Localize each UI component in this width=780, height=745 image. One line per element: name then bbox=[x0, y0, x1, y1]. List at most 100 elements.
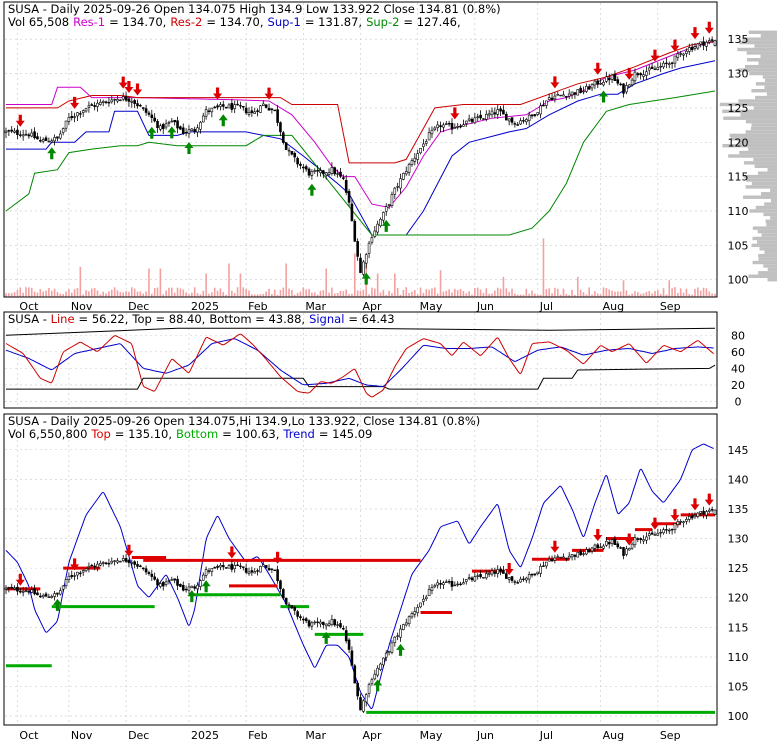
price-up-arrow bbox=[184, 142, 194, 155]
trend-candle-body bbox=[176, 578, 179, 586]
volume-bar bbox=[659, 293, 662, 297]
price-candle-body bbox=[696, 43, 700, 49]
oscillator-panel: 0 20 40 60 80 SUSA - Line = 56.22, Top = 88.40… bbox=[3, 311, 745, 409]
trend-candle-body bbox=[196, 584, 199, 590]
price-candle-body bbox=[467, 118, 471, 121]
trend-candle-body bbox=[167, 580, 171, 582]
volume-bar bbox=[311, 292, 313, 297]
volume-bar bbox=[328, 292, 330, 297]
price-candle-body bbox=[201, 115, 205, 123]
price-candle-body bbox=[542, 104, 545, 107]
volume-bar bbox=[419, 287, 422, 297]
volume-bar bbox=[373, 288, 376, 297]
volume-profile-bar bbox=[745, 119, 777, 124]
price-candle-body bbox=[127, 98, 131, 102]
volume-profile-bar bbox=[745, 130, 777, 134]
trend-candle-body bbox=[447, 581, 451, 583]
trend-y-tick: 105 bbox=[728, 680, 749, 693]
price-candle-body bbox=[430, 129, 434, 135]
price-candle-body bbox=[364, 254, 368, 264]
oscillator-y-tick: 80 bbox=[731, 329, 745, 342]
price-candle-body bbox=[16, 129, 19, 135]
volume-profile-bar bbox=[752, 260, 777, 265]
trend-candle-body bbox=[27, 591, 31, 593]
price-down-arrow bbox=[704, 21, 714, 34]
trend-candle-body bbox=[602, 545, 605, 549]
volume-bar bbox=[256, 294, 259, 297]
volume-bar bbox=[288, 288, 290, 297]
volume-profile-bar bbox=[743, 161, 777, 165]
price-candle-body bbox=[627, 84, 631, 88]
trend-candles bbox=[4, 506, 717, 713]
volume-profile-bar bbox=[750, 126, 777, 131]
trend-candle-body bbox=[582, 553, 585, 555]
price-candle-body bbox=[676, 53, 680, 58]
oscillator-header: SUSA - Line = 56.22, Top = 88.40, Bottom = … bbox=[8, 312, 395, 326]
price-candle-body bbox=[433, 127, 437, 130]
trend-candle-body bbox=[696, 512, 700, 517]
price-candle-body bbox=[279, 122, 282, 133]
price-candle-body bbox=[259, 105, 262, 113]
trend-down-arrow bbox=[124, 544, 134, 557]
volume-bar bbox=[682, 292, 685, 297]
volume-bar bbox=[362, 289, 365, 297]
volume-bar bbox=[602, 287, 605, 297]
price-candle-body bbox=[18, 134, 22, 136]
price-candle-body bbox=[233, 104, 237, 109]
trend-candle-body bbox=[101, 562, 105, 564]
trend-y-tick: 110 bbox=[728, 651, 749, 664]
volume-bar bbox=[371, 287, 373, 297]
trend-candle-body bbox=[13, 587, 16, 590]
price-candle-body bbox=[67, 117, 71, 122]
oscillator-y-tick: 60 bbox=[731, 346, 745, 359]
price-candle-body bbox=[456, 126, 460, 128]
volume-bar bbox=[405, 287, 408, 297]
price-x-tick: Nov bbox=[71, 300, 93, 313]
volume-bar bbox=[19, 287, 22, 297]
trend-candle-body bbox=[699, 510, 703, 514]
trend-candle-body bbox=[599, 546, 602, 549]
volume-profile-bar bbox=[743, 174, 777, 179]
trend-candle-body bbox=[296, 611, 299, 617]
trend-candle-body bbox=[587, 549, 591, 553]
price-candle-body bbox=[607, 77, 611, 81]
price-y-tick: 120 bbox=[728, 136, 749, 149]
volume-bar bbox=[225, 294, 227, 297]
price-candle-body bbox=[307, 168, 311, 176]
volume-bar bbox=[79, 266, 82, 297]
price-candle-body bbox=[256, 110, 259, 112]
price-candle-body bbox=[510, 117, 514, 123]
price-candle-body bbox=[444, 123, 448, 125]
price-x-tick: Oct bbox=[19, 300, 39, 313]
trend-candle-body bbox=[61, 585, 65, 590]
price-candle-body bbox=[133, 100, 136, 104]
trend-down-arrow bbox=[624, 533, 634, 546]
oscillator-signal-line bbox=[5, 338, 714, 388]
price-candle-body bbox=[227, 104, 231, 109]
volume-bar bbox=[345, 289, 348, 297]
trend-candle-body bbox=[330, 619, 334, 625]
trend-candle-body bbox=[667, 529, 671, 532]
volume-bar bbox=[474, 288, 476, 297]
volume-profile-bar bbox=[757, 229, 777, 234]
volume-bar bbox=[336, 292, 339, 297]
price-candle-body bbox=[685, 50, 688, 54]
price-candle-body bbox=[253, 111, 257, 114]
trend-candle-body bbox=[493, 571, 497, 574]
volume-bar bbox=[59, 293, 62, 297]
trend-candle-body bbox=[350, 650, 354, 666]
volume-bar bbox=[502, 276, 505, 297]
trend-candle-body bbox=[227, 565, 231, 569]
trend-candle-body bbox=[104, 562, 108, 564]
price-candle-body bbox=[484, 113, 488, 120]
volume-bar bbox=[231, 290, 233, 297]
price-x-tick: Sep bbox=[660, 300, 681, 313]
trend-candle-body bbox=[244, 568, 248, 573]
volume-bar bbox=[242, 287, 245, 297]
volume-bar bbox=[199, 294, 202, 297]
trend-candle-body bbox=[224, 567, 228, 569]
trend-x-tick: Sep bbox=[660, 729, 681, 742]
price-candle-body bbox=[424, 141, 428, 144]
trend-candle-body bbox=[21, 590, 25, 593]
